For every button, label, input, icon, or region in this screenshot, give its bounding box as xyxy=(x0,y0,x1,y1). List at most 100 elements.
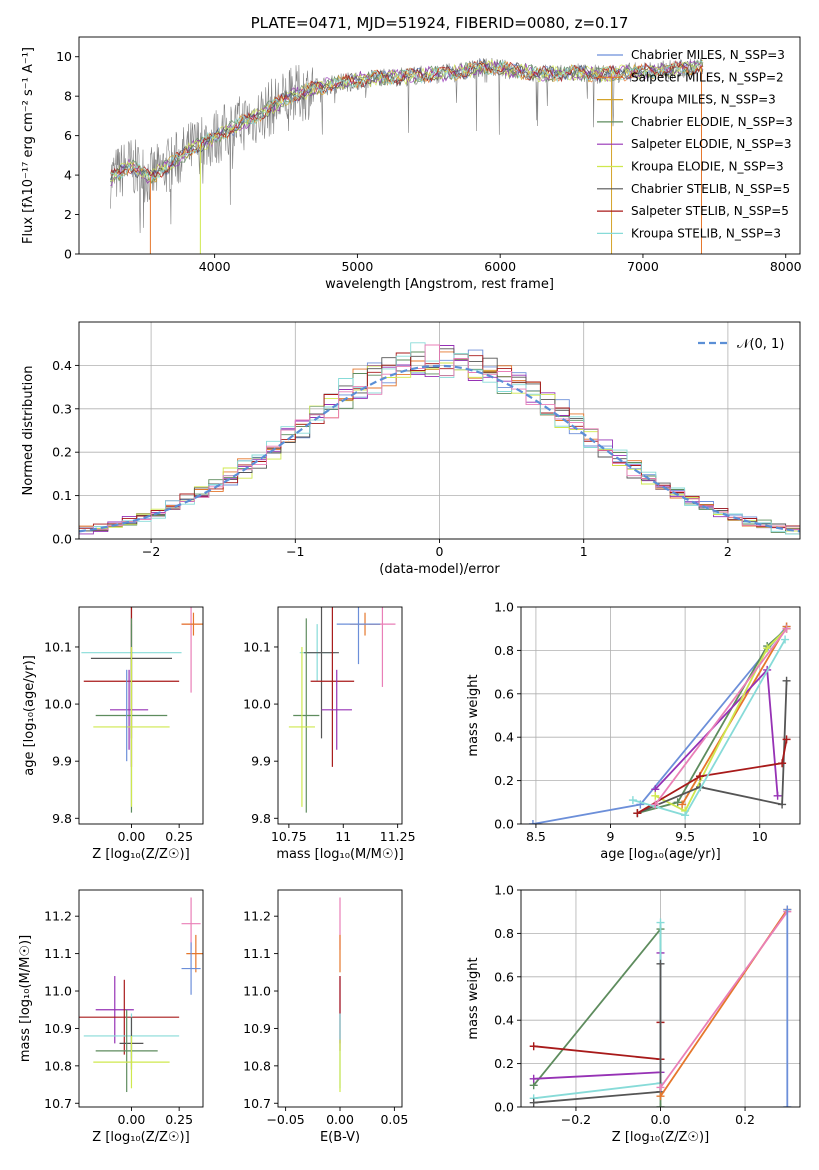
x-axis-label: Z [log₁₀(Z/Z☉)] xyxy=(92,847,189,862)
legend-label: Kroupa MILES, N_SSP=3 xyxy=(631,93,776,107)
mass-weight-line xyxy=(654,667,779,796)
mass-weight-marker xyxy=(781,635,790,644)
y-tick-label: 9.9 xyxy=(251,754,271,769)
x-tick-label: 8000 xyxy=(770,259,802,274)
y-tick-label: 11.1 xyxy=(44,946,72,961)
mass-weight-line xyxy=(637,680,788,814)
axes-frame xyxy=(78,606,204,825)
x-tick-label: 11.25 xyxy=(380,829,416,844)
x-tick-label: 0.00 xyxy=(326,1112,354,1127)
y-axis-label: mass weight xyxy=(466,674,481,756)
model-spectrum-line xyxy=(110,58,704,180)
mass-weight-marker xyxy=(529,1098,538,1107)
mass-weight-line xyxy=(533,952,662,1080)
legend-label: Chabrier STELIB, N_SSP=5 xyxy=(631,182,790,196)
y-tick-label: 11.1 xyxy=(243,946,271,961)
panel-age_vs_Z: 0.00 0.25 9.8 9.9 10.0 10.1 Z [log₁₀(Z/Z☉)] age… xyxy=(22,606,204,862)
plot-area xyxy=(79,897,203,1093)
y-tick-label: 0.0 xyxy=(494,1100,514,1115)
x-tick-label: 6000 xyxy=(484,259,516,274)
y-tick-label: 0.2 xyxy=(494,773,514,788)
y-tick-label: 0 xyxy=(64,247,72,262)
x-tick-label: −2 xyxy=(142,544,160,559)
model-spectrum-line xyxy=(110,58,704,183)
y-axis-label: mass weight xyxy=(466,957,481,1039)
y-tick-label: 0.6 xyxy=(494,969,514,984)
mass-weight-marker xyxy=(782,676,791,685)
y-tick-label: 10.7 xyxy=(44,1096,72,1111)
y-tick-label: 0.2 xyxy=(52,445,72,460)
x-tick-label: 10 xyxy=(752,829,768,844)
axes-frame xyxy=(277,606,403,825)
mass-weight-marker xyxy=(628,796,637,805)
mass-weight-marker xyxy=(782,735,791,744)
mass-weight-marker xyxy=(678,800,687,809)
x-tick-label: 9.5 xyxy=(675,829,695,844)
y-tick-label: 10.0 xyxy=(44,697,72,712)
plot-area xyxy=(528,622,791,824)
mass-weight-marker xyxy=(656,1083,665,1092)
mass-weight-marker xyxy=(651,791,660,800)
y-tick-label: 10.7 xyxy=(243,1096,271,1111)
y-tick-label: 9.9 xyxy=(52,754,72,769)
y-tick-label: 6 xyxy=(64,128,72,143)
y-tick-label: 10 xyxy=(56,49,72,64)
y-tick-label: 10.8 xyxy=(44,1058,72,1073)
y-tick-label: 0.0 xyxy=(52,532,72,547)
mass-weight-marker xyxy=(773,791,782,800)
y-tick-label: 1.0 xyxy=(494,600,514,615)
legend-label: Chabrier ELODIE, N_SSP=3 xyxy=(631,115,793,129)
y-tick-label: 11.0 xyxy=(44,984,72,999)
plot-area xyxy=(79,342,800,535)
axes-frame xyxy=(78,36,801,255)
panel-mass_weight_vs_age: 8.5 9 9.5 10 0.0 0.2 0.4 0.6 0.8 1.0 age [log₁₀(ag… xyxy=(466,600,801,862)
y-tick-label: 0.4 xyxy=(494,1013,514,1028)
y-tick-label: 0.4 xyxy=(494,730,514,745)
x-tick-label: 0.0 xyxy=(651,1112,671,1127)
x-tick-label: 8.5 xyxy=(526,829,546,844)
panel-mass_vs_ebv: −0.05 0.00 0.05 10.7 10.8 10.9 11.0 11.1 11.2 E(B… xyxy=(243,889,408,1145)
mass-weight-marker xyxy=(681,811,690,820)
y-tick-label: 2 xyxy=(64,207,72,222)
mass-weight-line xyxy=(654,628,788,813)
mass-weight-line xyxy=(654,628,788,806)
legend-label: Salpeter STELIB, N_SSP=5 xyxy=(631,204,789,218)
y-tick-label: 0.3 xyxy=(52,401,72,416)
mass-weight-marker xyxy=(529,1042,538,1051)
y-axis-label: Flux [fλ10⁻¹⁷ erg cm⁻² s⁻¹ A⁻¹] xyxy=(21,47,36,244)
mass-weight-marker xyxy=(783,1103,792,1107)
panel-residuals: −2 −1 0 1 2 0.0 0.1 0.2 0.3 0.4 (data-model)/error… xyxy=(21,321,801,577)
x-tick-label: 0.25 xyxy=(165,1112,193,1127)
x-axis-label: (data-model)/error xyxy=(379,562,500,577)
legend-label: Salpeter ELODIE, N_SSP=3 xyxy=(631,137,792,151)
mass-weight-marker xyxy=(782,624,791,633)
y-tick-label: 0.1 xyxy=(52,488,72,503)
x-tick-label: 0 xyxy=(436,544,444,559)
legend-label: Chabrier MILES, N_SSP=3 xyxy=(631,48,785,62)
mass-weight-line xyxy=(636,739,788,814)
y-tick-label: 10.9 xyxy=(243,1021,271,1036)
y-tick-label: 4 xyxy=(64,168,72,183)
normal-curve xyxy=(79,364,800,533)
plot-area xyxy=(529,905,792,1107)
y-tick-label: 0.4 xyxy=(52,358,72,373)
legend-label: Kroupa ELODIE, N_SSP=3 xyxy=(631,160,784,174)
y-tick-label: 10.8 xyxy=(243,1058,271,1073)
mass-weight-line xyxy=(659,911,789,1089)
panel-mass_vs_Z: 0.00 0.25 10.7 10.8 10.9 11.0 11.1 11.2 Z [log₁₀… xyxy=(18,889,204,1145)
panel-age_vs_mass: 10.75 11 11.25 9.8 9.9 10.0 10.1 mass [log₁₀(M/… xyxy=(243,606,416,862)
x-axis-label: Z [log₁₀(Z/Z☉)] xyxy=(612,1130,709,1145)
legend-label: Kroupa STELIB, N_SSP=3 xyxy=(631,226,781,240)
mass-weight-marker xyxy=(696,772,705,781)
y-tick-label: 0.8 xyxy=(494,926,514,941)
x-tick-label: 0.2 xyxy=(735,1112,755,1127)
residual-histogram xyxy=(79,344,800,531)
model-spectrum-line xyxy=(110,59,704,184)
legend-label: Salpeter MILES, N_SSP=2 xyxy=(631,70,784,84)
y-tick-label: 0.8 xyxy=(494,643,514,658)
y-tick-label: 1.0 xyxy=(494,883,514,898)
y-tick-label: 10.1 xyxy=(243,639,271,654)
panel-spectrum: 4000 5000 6000 7000 8000 0 2 4 6 8 10 wavelength [A… xyxy=(21,36,802,292)
legend: Chabrier MILES, N_SSP=3 Salpeter MILES, N… xyxy=(597,48,793,240)
